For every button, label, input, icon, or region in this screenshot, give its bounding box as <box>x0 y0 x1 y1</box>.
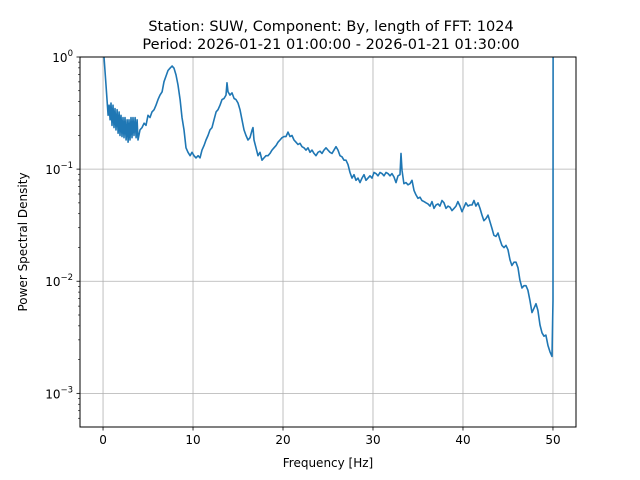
x-tick-label: 20 <box>275 433 290 447</box>
axes-frame <box>79 56 577 428</box>
chart-title-line1: Station: SUW, Component: By, length of F… <box>148 19 513 35</box>
psd-series-line <box>103 57 554 358</box>
y-tick-label: 100 <box>52 49 73 65</box>
grid <box>80 56 576 427</box>
x-tick-label: 40 <box>455 433 470 447</box>
y-axis-label: Power Spectral Density <box>16 172 30 311</box>
x-tick-label: 30 <box>365 433 380 447</box>
x-axis-label: Frequency [Hz] <box>283 456 374 470</box>
y-tick-label: 10−3 <box>45 385 73 401</box>
axis-ticks: 0 10 20 30 40 50 100 10−1 10−2 10−3 <box>45 49 560 447</box>
chart-title-line2: Period: 2026-01-21 01:00:00 - 2026-01-21… <box>142 37 519 53</box>
x-tick-label: 10 <box>185 433 200 447</box>
y-tick-label: 10−2 <box>45 273 73 289</box>
x-tick-label: 50 <box>545 433 560 447</box>
x-tick-label: 0 <box>99 433 107 447</box>
y-tick-label: 10−1 <box>45 161 73 177</box>
